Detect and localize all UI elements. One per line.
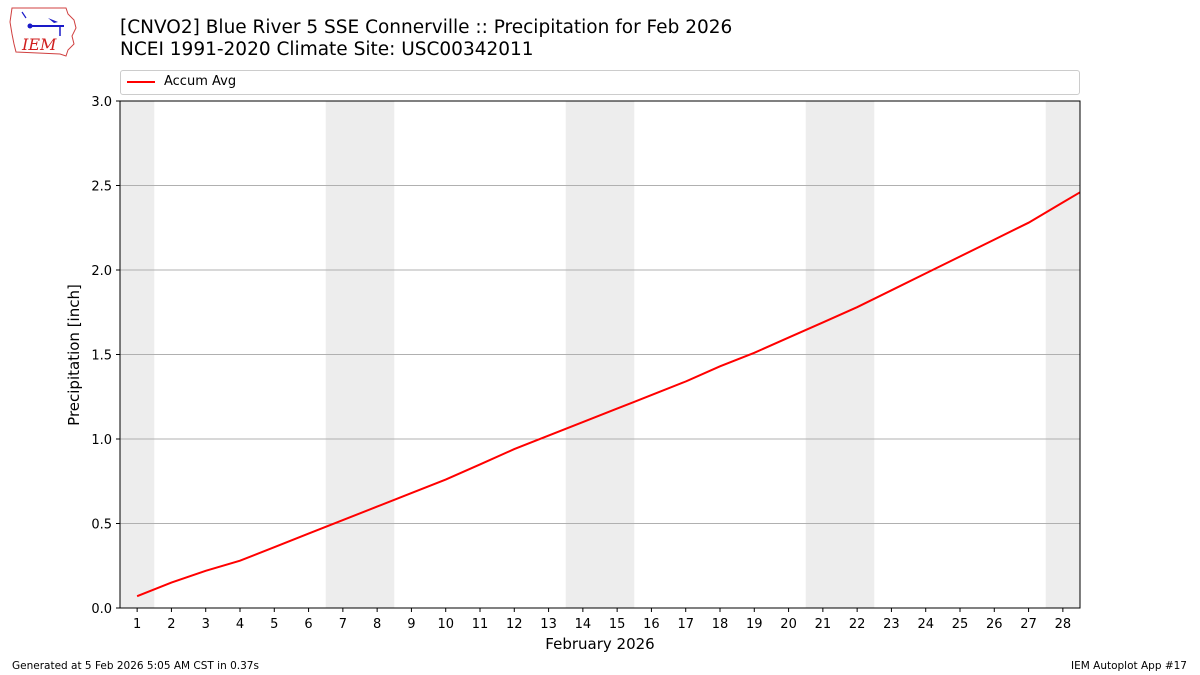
x-tick-label: 20 xyxy=(780,617,797,632)
x-tick-label: 6 xyxy=(304,617,312,632)
title-line-1: [CNVO2] Blue River 5 SSE Connerville :: … xyxy=(120,17,733,38)
x-tick-label: 1 xyxy=(133,617,141,632)
legend: Accum Avg xyxy=(120,70,1080,95)
x-tick-label: 17 xyxy=(677,617,694,632)
y-tick-label: 1.5 xyxy=(91,349,112,364)
x-tick-label: 10 xyxy=(437,617,454,632)
x-tick-label: 26 xyxy=(986,617,1003,632)
x-axis-label: February 2026 xyxy=(545,635,655,653)
iem-logo: IEM xyxy=(8,6,80,58)
x-tick-label: 4 xyxy=(236,617,244,632)
x-tick-label: 11 xyxy=(472,617,489,632)
y-tick-label: 2.5 xyxy=(91,180,112,195)
app-label: IEM Autoplot App #17 xyxy=(1071,660,1187,672)
y-axis-label: Precipitation [inch] xyxy=(65,284,83,426)
y-tick-label: 0.5 xyxy=(91,518,112,533)
legend-swatch xyxy=(127,81,155,83)
plot-frame xyxy=(119,100,1081,609)
x-tick-label: 16 xyxy=(643,617,660,632)
x-tick-label: 18 xyxy=(712,617,729,632)
x-tick-label: 9 xyxy=(407,617,415,632)
y-tick-label: 1.0 xyxy=(91,433,112,448)
x-tick-label: 2 xyxy=(167,617,175,632)
x-tick-label: 23 xyxy=(883,617,900,632)
y-tick-label: 3.0 xyxy=(91,95,112,110)
x-tick-label: 22 xyxy=(849,617,866,632)
x-tick-label: 12 xyxy=(506,617,523,632)
x-tick-label: 27 xyxy=(1020,617,1037,632)
x-tick-label: 28 xyxy=(1055,617,1072,632)
chart-title: [CNVO2] Blue River 5 SSE Connerville :: … xyxy=(120,17,732,61)
y-tick-label: 2.0 xyxy=(91,264,112,279)
x-tick-label: 15 xyxy=(609,617,626,632)
x-tick-label: 14 xyxy=(575,617,592,632)
x-tick-label: 21 xyxy=(815,617,832,632)
x-tick-label: 24 xyxy=(917,617,934,632)
x-tick-label: 19 xyxy=(746,617,763,632)
x-tick-label: 25 xyxy=(952,617,969,632)
title-line-2: NCEI 1991-2020 Climate Site: USC00342011 xyxy=(120,39,534,60)
x-tick-label: 3 xyxy=(202,617,210,632)
y-tick-label: 0.0 xyxy=(91,602,112,617)
x-tick-label: 7 xyxy=(339,617,347,632)
accum-avg-line xyxy=(136,191,1081,598)
generated-timestamp: Generated at 5 Feb 2026 5:05 AM CST in 0… xyxy=(12,660,259,672)
x-tick-label: 5 xyxy=(270,617,278,632)
x-tick-label: 8 xyxy=(373,617,381,632)
svg-text:IEM: IEM xyxy=(21,35,57,54)
x-tick-label: 13 xyxy=(540,617,557,632)
legend-label: Accum Avg xyxy=(164,74,237,89)
